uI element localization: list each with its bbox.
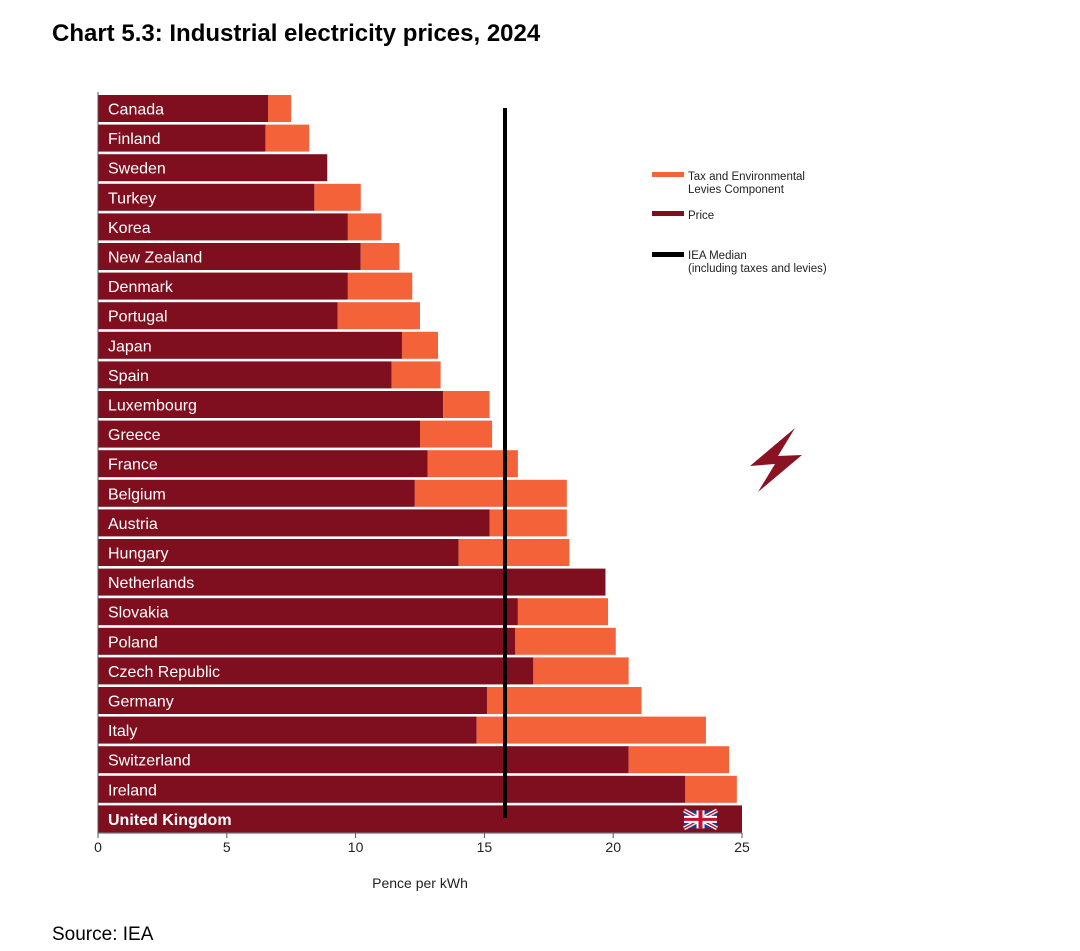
bar-tax-slovakia (517, 598, 609, 626)
bar-price-austria (98, 509, 490, 537)
bar-tax-poland (515, 627, 616, 655)
category-label: Japan (108, 338, 152, 355)
legend-swatch-median (652, 252, 684, 257)
bar-tax-spain (391, 361, 441, 389)
legend: Tax and Environmental Levies Component Pri… (652, 171, 827, 275)
bar-tax-turkey (314, 183, 361, 211)
bar-tax-new-zealand (360, 243, 400, 270)
category-label: Finland (108, 131, 160, 148)
category-label: Ireland (108, 782, 157, 799)
category-label: Denmark (108, 279, 174, 296)
bar-price-greece (98, 420, 420, 448)
bar-price-belgium (98, 479, 415, 507)
category-label: Germany (108, 694, 174, 711)
chart-title: Chart 5.3: Industrial electricity prices… (52, 20, 541, 47)
category-label: Canada (108, 102, 164, 119)
x-tick-label: 20 (605, 839, 621, 855)
legend-swatch-tax (652, 172, 684, 177)
x-tick-label: 10 (348, 839, 364, 855)
bar-price-netherlands (98, 568, 606, 596)
bar-price-denmark (98, 272, 348, 300)
bar-group (98, 95, 742, 833)
bar-tax-germany (486, 687, 642, 714)
source-note: Source: IEA (52, 924, 154, 945)
bar-price-slovakia (98, 598, 518, 626)
category-label: New Zealand (108, 250, 202, 267)
bar-price-luxembourg (98, 391, 444, 418)
bar-price-italy (98, 716, 477, 744)
bar-price-hungary (98, 539, 459, 566)
category-label: Slovakia (108, 605, 169, 622)
bar-tax-canada (268, 95, 292, 122)
category-label: Spain (108, 368, 149, 385)
bar-tax-austria (489, 509, 567, 537)
bar-tax-portugal (337, 302, 420, 330)
legend-label-price: Price (688, 210, 714, 222)
bar-price-united-kingdom (98, 805, 742, 833)
bar-tax-korea (347, 213, 382, 241)
category-label: Luxembourg (108, 398, 197, 415)
x-axis: 0 5 10 15 20 25 Pence per kWh (94, 92, 750, 891)
x-tick-label: 25 (734, 839, 750, 855)
category-label: Italy (108, 723, 137, 740)
lightning-bolt-icon (750, 428, 802, 492)
bar-tax-hungary (458, 539, 570, 566)
bar-price-germany (98, 687, 487, 714)
x-axis-title: Pence per kWh (372, 875, 468, 891)
bar-tax-finland (265, 124, 310, 152)
category-label: Switzerland (108, 753, 191, 770)
bar-price-finland (98, 124, 266, 152)
bar-tax-belgium (414, 479, 567, 507)
bar-price-poland (98, 627, 516, 655)
bar-tax-japan (401, 331, 439, 359)
category-label: Sweden (108, 161, 166, 178)
bar-price-ireland (98, 775, 686, 803)
category-label: Greece (108, 427, 161, 444)
category-label: Poland (108, 634, 158, 651)
bar-price-spain (98, 361, 392, 389)
category-label: Belgium (108, 486, 166, 503)
category-label: France (108, 457, 158, 474)
legend-swatch-price (652, 211, 684, 216)
category-labels: Canada Finland Sweden Turkey Korea New Zealan… (108, 102, 232, 829)
category-label: Korea (108, 220, 151, 237)
bar-price-portugal (98, 302, 338, 330)
flag-cross-red (684, 817, 717, 821)
bar-tax-greece (420, 420, 493, 448)
uk-flag-icon (683, 808, 718, 831)
bar-price-switzerland (98, 746, 629, 774)
bar-price-japan (98, 331, 402, 359)
bar-price-korea (98, 213, 348, 241)
bar-price-france (98, 450, 428, 478)
category-label: Portugal (108, 309, 168, 326)
category-label: Hungary (108, 546, 168, 563)
bar-tax-czech-republic (533, 657, 629, 685)
bar-price-turkey (98, 183, 315, 211)
bar-tax-switzerland (628, 746, 730, 774)
bar-tax-france (427, 450, 518, 478)
category-label: Austria (108, 516, 158, 533)
bar-price-sweden (98, 154, 328, 182)
x-tick-label: 0 (94, 839, 102, 855)
bar-price-czech-republic (98, 657, 534, 685)
bar-price-new-zealand (98, 243, 361, 270)
x-tick-label: 5 (223, 839, 231, 855)
category-label: Czech Republic (108, 664, 220, 681)
category-label: United Kingdom (108, 812, 232, 829)
bar-price-canada (98, 95, 269, 122)
legend-label-tax: Tax and Environmental Levies Component (688, 171, 805, 196)
category-label: Turkey (108, 190, 156, 207)
x-tick-label: 15 (477, 839, 493, 855)
legend-label-median: IEA Median (including taxes and levies) (688, 250, 827, 275)
bar-tax-ireland (685, 775, 737, 803)
category-label: Netherlands (108, 575, 194, 592)
bar-tax-denmark (347, 272, 413, 300)
bar-tax-italy (476, 716, 706, 744)
bar-tax-luxembourg (443, 391, 490, 418)
